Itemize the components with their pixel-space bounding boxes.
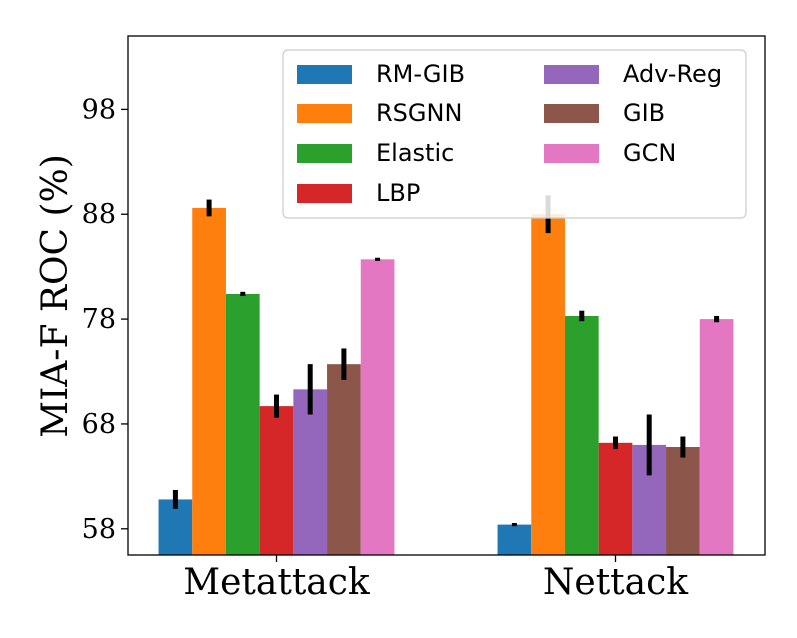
bar-elastic-nettack (564, 315, 599, 555)
legend-frame (282, 49, 747, 219)
legend-label-adv-reg: Adv-Reg (623, 60, 722, 88)
bar-gib-metattack (327, 364, 361, 555)
legend-label-gcn: GCN (623, 139, 676, 167)
bar-rm-gib-nettack (497, 524, 532, 555)
y-tick-label: 78 (82, 304, 116, 335)
y-tick-label: 88 (82, 199, 116, 230)
legend-swatch-gcn (544, 144, 599, 163)
plot-frame (127, 35, 766, 556)
bar-gcn-metattack (360, 259, 395, 555)
legend-swatch-adv-reg (544, 65, 599, 84)
bar-lbp-nettack (598, 442, 633, 555)
legend-label-lbp: LBP (376, 179, 420, 207)
x-tick-label: Nettack (543, 562, 689, 603)
y-tick-label: 68 (82, 409, 116, 440)
legend-label-rm-gib: RM-GIB (376, 60, 465, 88)
y-tick-label: 58 (82, 514, 116, 545)
legend-swatch-elastic (297, 144, 352, 163)
legend: RM-GIB RSGNN Elastic LBP Adv-Reg GIB GCN (282, 49, 747, 219)
bar-adv-reg-metattack (293, 389, 328, 555)
bars-layer (158, 207, 734, 555)
bar-rsgnn-metattack (192, 207, 226, 555)
legend-swatch-lbp (297, 184, 352, 203)
legend-swatch-rsgnn (297, 104, 352, 123)
y-axis: 58 68 78 88 98 (82, 94, 128, 545)
legend-swatch-gib (544, 104, 599, 123)
x-axis: Metattack Nettack (183, 555, 689, 603)
legend-label-gib: GIB (623, 99, 665, 127)
bar-elastic-metattack (225, 293, 260, 555)
bar-gcn-nettack (699, 319, 734, 555)
y-axis-title: MIA-F ROC (%) (35, 154, 76, 438)
bar-lbp-metattack (259, 406, 294, 555)
legend-swatch-rm-gib (297, 65, 352, 84)
x-tick-label: Metattack (183, 562, 371, 603)
legend-label-rsgnn: RSGNN (376, 99, 462, 127)
bar-gib-nettack (666, 447, 700, 555)
bar-rsgnn-nettack (531, 214, 565, 555)
legend-label-elastic: Elastic (376, 139, 454, 167)
y-tick-label: 98 (82, 94, 116, 125)
